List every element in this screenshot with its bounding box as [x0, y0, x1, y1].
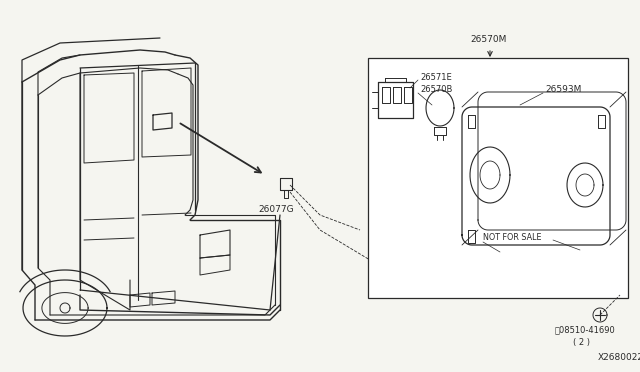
Text: NOT FOR SALE: NOT FOR SALE	[483, 234, 541, 243]
Text: 26571E: 26571E	[420, 73, 452, 81]
Text: 26570B: 26570B	[420, 86, 452, 94]
Text: 26593M: 26593M	[545, 86, 581, 94]
Text: 26077G: 26077G	[258, 205, 294, 215]
Text: Ⓝ08510-41690: Ⓝ08510-41690	[555, 326, 616, 334]
Text: 26570M: 26570M	[470, 35, 506, 45]
Bar	[368, 58, 628, 298]
Text: X2680022: X2680022	[598, 353, 640, 362]
Text: ( 2 ): ( 2 )	[573, 339, 590, 347]
